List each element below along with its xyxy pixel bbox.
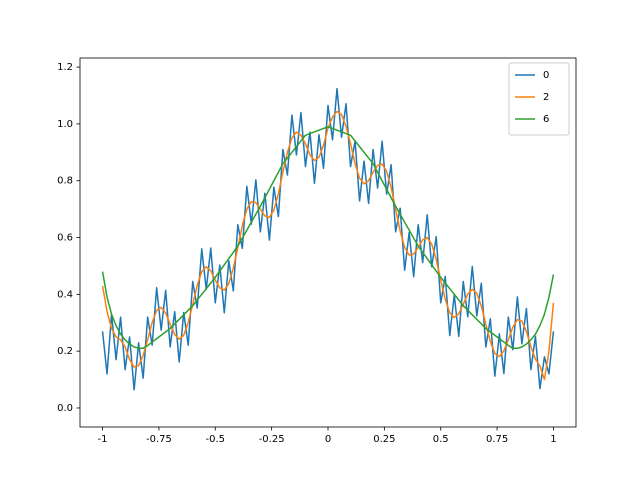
series-line bbox=[101, 125, 555, 350]
series-line bbox=[101, 87, 555, 391]
x-tick-label: 0.25 bbox=[373, 434, 395, 445]
x-tick-label: 0.5 bbox=[433, 434, 449, 445]
y-tick-label: 0.2 bbox=[57, 346, 73, 357]
x-tick-label: -0.25 bbox=[259, 434, 285, 445]
y-tick-label: 1.0 bbox=[57, 119, 73, 130]
legend-label: 0 bbox=[543, 70, 549, 81]
legend-box bbox=[508, 62, 570, 136]
x-tick-label: 1 bbox=[550, 434, 556, 445]
legend-label: 6 bbox=[543, 114, 549, 125]
y-tick-label: 0.0 bbox=[57, 403, 73, 414]
x-tick-label: 0 bbox=[325, 434, 331, 445]
legend-label: 2 bbox=[543, 92, 549, 103]
x-tick-label: -0.5 bbox=[206, 434, 226, 445]
y-tick-label: 0.6 bbox=[57, 233, 73, 244]
x-tick-label: -0.75 bbox=[146, 434, 172, 445]
y-tick-label: 0.8 bbox=[57, 176, 73, 187]
x-tick-label: -1 bbox=[98, 434, 108, 445]
y-tick-label: 0.4 bbox=[57, 289, 73, 300]
plot-frame bbox=[79, 57, 577, 428]
x-tick-label: 0.75 bbox=[486, 434, 508, 445]
series-line bbox=[101, 110, 555, 381]
y-tick-label: 1.2 bbox=[57, 62, 73, 73]
legend: 0 2 6 bbox=[508, 62, 570, 136]
